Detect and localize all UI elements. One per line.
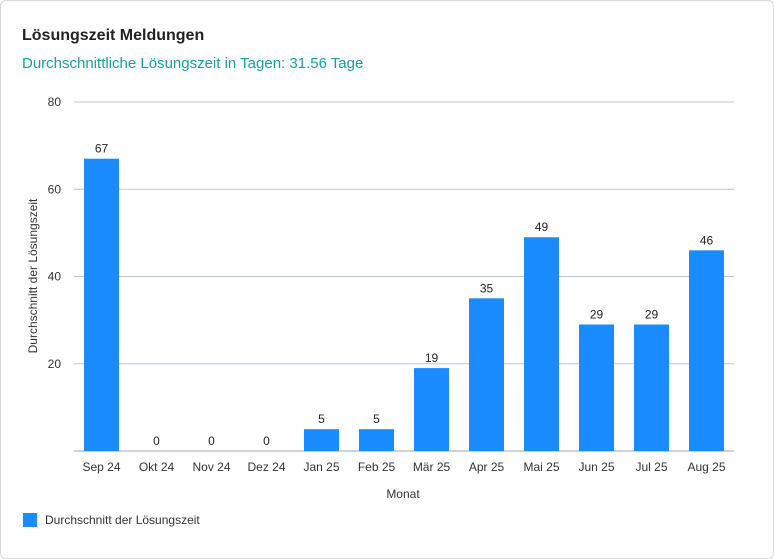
bar[interactable] <box>359 429 394 451</box>
y-tick-label: 80 <box>48 95 62 109</box>
data-label: 0 <box>153 434 160 448</box>
x-tick-label: Aug 25 <box>687 460 725 474</box>
data-label: 35 <box>480 281 494 295</box>
y-tick-label: 20 <box>48 357 62 371</box>
data-label: 29 <box>645 307 659 321</box>
data-label: 19 <box>425 351 439 365</box>
data-label: 67 <box>95 142 109 156</box>
data-label: 5 <box>373 412 380 426</box>
x-tick-label: Apr 25 <box>469 460 505 474</box>
value-labels: 67 0 0 0 5 5 19 35 49 29 29 46 <box>95 142 714 448</box>
chart-subtitle: Durchschnittliche Lösungszeit in Tagen: … <box>22 55 364 72</box>
data-label: 29 <box>590 307 604 321</box>
x-tick-label: Nov 24 <box>192 460 230 474</box>
y-axis-title: Durchschnitt der Lösungszeit <box>26 198 40 353</box>
legend-label: Durchschnitt der Lösungszeit <box>45 513 200 527</box>
x-tick-label: Jan 25 <box>303 460 339 474</box>
bar[interactable] <box>84 158 119 451</box>
chart-title: Lösungszeit Meldungen <box>22 27 205 44</box>
data-label: 46 <box>700 233 714 247</box>
legend: Durchschnitt der Lösungszeit <box>23 513 200 527</box>
bars-layer <box>84 158 724 451</box>
data-label: 5 <box>318 412 325 426</box>
bar[interactable] <box>634 324 669 451</box>
data-label: 0 <box>263 434 270 448</box>
bar[interactable] <box>524 237 559 451</box>
bar[interactable] <box>579 324 614 451</box>
x-tick-label: Jul 25 <box>635 460 667 474</box>
y-axis-ticks: 20 40 60 80 <box>48 95 62 371</box>
x-tick-label: Sep 24 <box>82 460 120 474</box>
legend-swatch <box>23 513 37 527</box>
x-tick-label: Jun 25 <box>578 460 614 474</box>
x-tick-label: Feb 25 <box>358 460 396 474</box>
grid-layer <box>74 101 734 452</box>
bar[interactable] <box>414 368 449 451</box>
x-axis-title: Monat <box>386 487 420 501</box>
data-label: 0 <box>208 434 215 448</box>
bar[interactable] <box>469 298 504 451</box>
y-tick-label: 60 <box>48 182 62 196</box>
bar[interactable] <box>304 429 339 451</box>
x-tick-label: Okt 24 <box>139 460 175 474</box>
x-tick-label: Dez 24 <box>247 460 285 474</box>
y-tick-label: 40 <box>48 270 62 284</box>
bar[interactable] <box>689 250 724 451</box>
x-axis-ticks: Sep 24 Okt 24 Nov 24 Dez 24 Jan 25 Feb 25 Mär … <box>82 460 725 474</box>
x-tick-label: Mär 25 <box>413 460 451 474</box>
data-label: 49 <box>535 220 549 234</box>
x-tick-label: Mai 25 <box>523 460 559 474</box>
